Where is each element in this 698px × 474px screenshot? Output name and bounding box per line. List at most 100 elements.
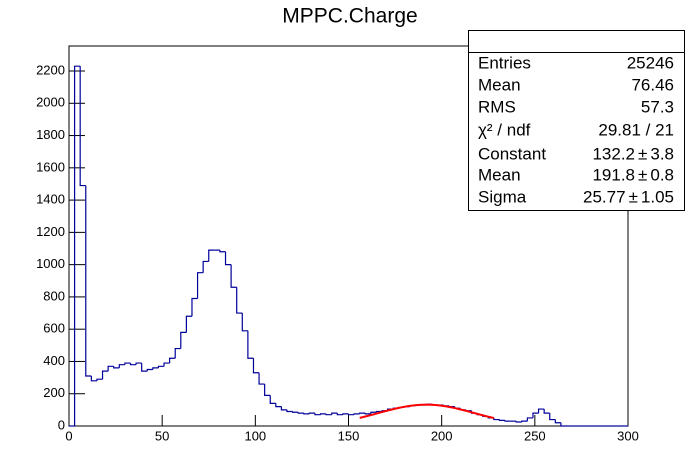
histogram-bin bbox=[185, 315, 192, 333]
x-tick-label: 300 bbox=[617, 428, 639, 443]
histogram-bin bbox=[124, 362, 131, 365]
histogram-bin bbox=[325, 413, 332, 416]
stats-pm: ± bbox=[638, 165, 647, 184]
y-tick-label: 1200 bbox=[36, 224, 65, 239]
histogram-bin bbox=[196, 272, 204, 299]
fit-curve bbox=[359, 403, 495, 420]
stats-value: 57.3 bbox=[641, 97, 674, 116]
histogram-bin bbox=[526, 417, 533, 422]
histogram-bin bbox=[347, 413, 355, 416]
chart-title: MPPC.Charge bbox=[282, 5, 417, 28]
histogram-bin bbox=[286, 409, 293, 413]
histogram-bin bbox=[79, 66, 86, 187]
histogram-bin bbox=[493, 417, 500, 421]
histogram-bin bbox=[107, 365, 114, 372]
histogram-bin bbox=[359, 412, 366, 414]
histogram-bin bbox=[319, 413, 327, 415]
histogram-bin bbox=[73, 65, 81, 426]
histogram-bin bbox=[515, 421, 522, 423]
histogram-bin bbox=[537, 408, 545, 414]
histogram-bin bbox=[180, 331, 187, 349]
histogram-bin bbox=[280, 406, 288, 411]
stats-value: 76.46 bbox=[631, 75, 674, 94]
histogram-bin bbox=[224, 251, 232, 266]
x-tick-label: 150 bbox=[338, 428, 360, 443]
histogram-bin bbox=[292, 411, 299, 413]
y-tick-label: 400 bbox=[43, 353, 65, 368]
y-tick-label: 1600 bbox=[36, 159, 65, 174]
x-tick-label: 50 bbox=[155, 428, 169, 443]
histogram-bin bbox=[241, 313, 248, 332]
histogram-bin bbox=[129, 363, 137, 366]
stats-value: 25.77 bbox=[583, 187, 626, 206]
stats-label: χ² / ndf bbox=[478, 120, 531, 139]
stats-label: Sigma bbox=[478, 187, 527, 206]
stats-error: 3.8 bbox=[650, 144, 674, 163]
y-tick-label: 1000 bbox=[36, 256, 65, 271]
x-tick-label: 200 bbox=[431, 428, 453, 443]
y-tick-label: 1400 bbox=[36, 192, 65, 207]
histogram-bin bbox=[370, 411, 377, 414]
histogram-bin bbox=[191, 297, 198, 317]
stats-error: 0.8 bbox=[650, 165, 674, 184]
histogram-bin bbox=[336, 413, 343, 416]
histogram-bin bbox=[202, 260, 209, 273]
histogram-bin bbox=[353, 413, 360, 415]
histogram-bin bbox=[308, 412, 315, 414]
histogram-bin bbox=[498, 419, 506, 421]
histogram-bin bbox=[118, 364, 125, 368]
histogram-bin bbox=[269, 395, 276, 405]
histogram-bin bbox=[85, 185, 92, 377]
histogram-bin bbox=[208, 249, 215, 262]
histogram-bin bbox=[135, 362, 142, 365]
y-tick-label: 600 bbox=[43, 321, 65, 336]
stats-box bbox=[468, 30, 685, 211]
histogram-bin bbox=[560, 422, 567, 427]
y-tick-label: 0 bbox=[58, 417, 65, 432]
stats-value: 25246 bbox=[627, 53, 674, 72]
x-tick-label: 250 bbox=[524, 428, 546, 443]
histogram-bin bbox=[314, 413, 321, 416]
histogram-bin bbox=[504, 420, 511, 422]
y-tick-label: 2200 bbox=[36, 62, 65, 77]
histogram-bin bbox=[375, 410, 383, 413]
histogram-bin bbox=[219, 250, 226, 253]
histogram-bin bbox=[113, 366, 120, 369]
x-tick-label: 0 bbox=[65, 428, 72, 443]
stats-label: Entries bbox=[478, 53, 531, 72]
histogram-bin bbox=[275, 403, 282, 408]
stats-label: RMS bbox=[478, 97, 516, 116]
stats-value: 29.81 / 21 bbox=[598, 120, 674, 139]
histogram-bin bbox=[90, 375, 97, 382]
histogram-bin bbox=[252, 358, 260, 374]
stats-pm: ± bbox=[629, 187, 638, 206]
histogram-bin bbox=[549, 413, 556, 421]
stats-error: 1.05 bbox=[641, 187, 674, 206]
x-tick-label: 100 bbox=[244, 428, 266, 443]
stats-value: 191.8 bbox=[592, 165, 635, 184]
histogram-bin bbox=[331, 412, 338, 415]
histogram-bin bbox=[152, 367, 159, 370]
histogram-bin bbox=[174, 347, 181, 359]
histogram-bin bbox=[236, 287, 243, 314]
histogram-bin bbox=[101, 370, 109, 380]
histogram-bin bbox=[554, 419, 561, 424]
y-tick-label: 800 bbox=[43, 288, 65, 303]
y-tick-label: 200 bbox=[43, 385, 65, 400]
stats-label: Mean bbox=[478, 165, 521, 184]
stats-label: Constant bbox=[478, 144, 546, 163]
histogram-bin bbox=[146, 368, 153, 372]
histogram-bin bbox=[157, 365, 165, 368]
y-tick-label: 1800 bbox=[36, 127, 65, 142]
histogram-bin bbox=[247, 330, 254, 359]
histogram-bin bbox=[169, 357, 176, 364]
stats-value: 132.2 bbox=[592, 144, 635, 163]
histogram-bin bbox=[543, 409, 550, 414]
stats-label: Mean bbox=[478, 75, 521, 94]
histogram-bin bbox=[521, 420, 528, 422]
histogram-bin bbox=[342, 413, 349, 415]
histogram-bin bbox=[303, 413, 310, 415]
histogram-bin bbox=[297, 412, 304, 414]
histogram-bin bbox=[264, 384, 271, 396]
